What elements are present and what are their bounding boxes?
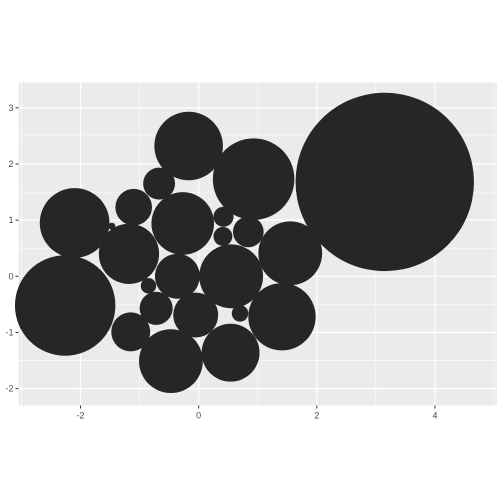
data-point [111, 312, 151, 352]
data-point [212, 138, 295, 220]
x-tick-label: -2 [77, 411, 85, 421]
y-tick-label: 2 [8, 159, 13, 169]
data-point [98, 223, 160, 284]
data-point [151, 192, 215, 255]
data-point [201, 323, 260, 382]
y-axis: -2 -1 0 1 2 3 [5, 103, 19, 394]
data-point [154, 111, 223, 181]
data-point [143, 167, 176, 200]
data-point [154, 253, 200, 299]
y-tick-label: -1 [5, 327, 13, 337]
data-point [108, 222, 116, 230]
data-point [213, 226, 233, 246]
y-tick-label: 3 [8, 103, 13, 113]
data-point [232, 216, 264, 248]
data-point [139, 291, 173, 325]
data-point [213, 206, 234, 227]
y-tick-label: -2 [5, 384, 13, 394]
data-point [248, 283, 316, 351]
data-point [199, 244, 264, 309]
y-tick-label: 0 [8, 271, 13, 281]
y-tick-label: 1 [8, 215, 13, 225]
data-points [14, 92, 474, 394]
x-axis: -2 0 2 4 [77, 405, 437, 421]
data-point [173, 292, 219, 338]
data-point [115, 188, 153, 226]
data-point [231, 305, 249, 322]
data-point [258, 221, 323, 286]
data-point [39, 188, 110, 258]
data-point [140, 278, 157, 294]
data-point [139, 329, 203, 394]
x-tick-label: 0 [196, 411, 201, 421]
x-tick-label: 2 [314, 411, 319, 421]
data-point [295, 92, 474, 272]
x-tick-label: 4 [432, 411, 437, 421]
data-point [14, 255, 116, 356]
